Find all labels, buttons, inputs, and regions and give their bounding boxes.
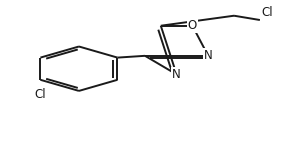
Text: Cl: Cl xyxy=(261,6,273,19)
Text: O: O xyxy=(188,19,197,32)
Text: N: N xyxy=(204,49,213,62)
Text: Cl: Cl xyxy=(35,88,46,101)
Text: N: N xyxy=(172,68,181,81)
